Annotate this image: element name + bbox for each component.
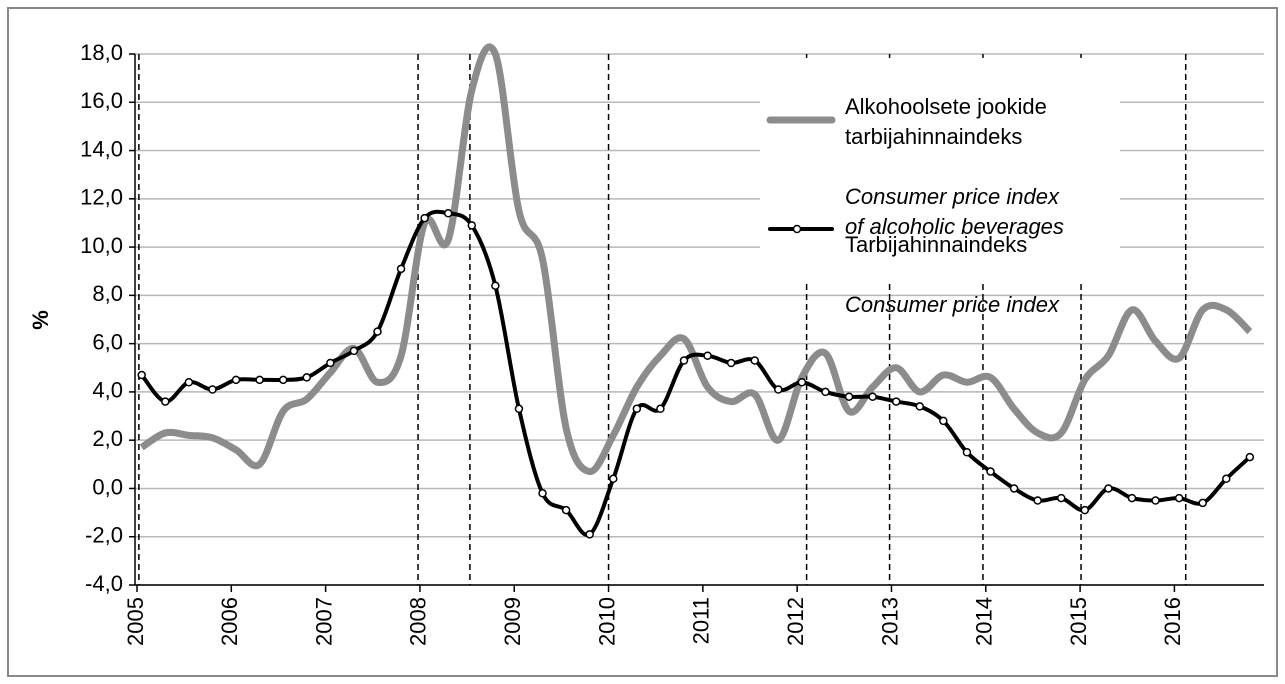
y-tick-label: -2,0 [85, 523, 123, 548]
point [420, 213, 429, 223]
legend-entry: Tarbijahinnaindeks Consumer price index [845, 200, 1059, 350]
point [962, 448, 972, 457]
point [1222, 474, 1231, 484]
legend-entry: Alkohoolsete jookide tarbijahinnaindeks … [845, 62, 1064, 272]
x-tick-label: 2010 [594, 597, 619, 646]
point [443, 209, 453, 218]
legend-label-en: Consumer price index of alcoholic bevera… [845, 184, 1064, 239]
point [1056, 493, 1066, 503]
x-tick-label: 2006 [217, 597, 242, 646]
point [679, 356, 689, 365]
point [1009, 484, 1019, 493]
point [208, 385, 217, 394]
y-tick-label: 14,0 [80, 136, 123, 161]
point [868, 392, 877, 401]
point [231, 375, 241, 385]
point [609, 474, 618, 484]
series-line [139, 43, 1253, 476]
legend-label-en: Consumer price index [845, 292, 1059, 317]
point [326, 358, 335, 368]
point [656, 404, 665, 414]
point [396, 264, 406, 274]
point [797, 378, 807, 387]
legend-background [760, 58, 1120, 280]
point [986, 467, 995, 476]
point [137, 370, 146, 380]
point [278, 375, 288, 385]
point [184, 378, 194, 387]
y-tick-label: 0,0 [92, 474, 123, 499]
y-tick-label: 4,0 [92, 378, 123, 403]
point [467, 221, 477, 230]
point [1033, 496, 1042, 505]
x-tick-label: 2015 [1066, 597, 1091, 646]
point [703, 351, 712, 360]
y-tick-label: 6,0 [92, 329, 123, 354]
point [349, 346, 359, 356]
point [1080, 505, 1090, 515]
x-tick-label: 2011 [689, 597, 714, 644]
point [302, 373, 312, 382]
x-tick-label: 2009 [500, 597, 525, 646]
point [1174, 493, 1184, 503]
point [821, 387, 830, 397]
y-tick-label: 12,0 [80, 185, 123, 210]
y-tick-label: 8,0 [92, 281, 123, 306]
x-tick-label: 2007 [311, 597, 336, 646]
x-tick-label: 2005 [123, 597, 148, 646]
point [844, 392, 854, 401]
point [750, 356, 759, 365]
point [585, 530, 594, 539]
point [561, 505, 571, 515]
point [1245, 452, 1255, 462]
y-tick-label: 16,0 [80, 88, 123, 113]
point [373, 327, 382, 336]
y-tick-label: 2,0 [92, 426, 123, 451]
point [939, 416, 948, 426]
point [1127, 493, 1137, 503]
legend-label: Tarbijahinnaindeks [845, 232, 1028, 257]
point [891, 397, 901, 406]
x-tick-label: 2008 [406, 597, 431, 646]
point [774, 385, 783, 394]
x-tick-label: 2014 [972, 597, 997, 646]
x-tick-label: 2012 [783, 597, 808, 646]
y-tick-label: 10,0 [80, 233, 123, 258]
point [632, 404, 642, 414]
point [255, 375, 264, 385]
y-tick-label: 18,0 [80, 40, 123, 65]
point [915, 402, 925, 411]
point [161, 397, 170, 406]
legend-label: Alkohoolsete jookide tarbijahinnaindeks [845, 94, 1047, 149]
point [491, 281, 500, 290]
legend-marker [792, 224, 802, 234]
x-tick-label: 2013 [877, 597, 902, 646]
x-tick-label: 2016 [1160, 597, 1185, 646]
point [1198, 498, 1207, 508]
point [726, 358, 736, 368]
point [1151, 496, 1160, 505]
point [1104, 484, 1113, 493]
y-axis-label: % [28, 310, 53, 330]
point [538, 489, 547, 498]
point [514, 404, 524, 414]
y-tick-label: -4,0 [85, 571, 123, 596]
